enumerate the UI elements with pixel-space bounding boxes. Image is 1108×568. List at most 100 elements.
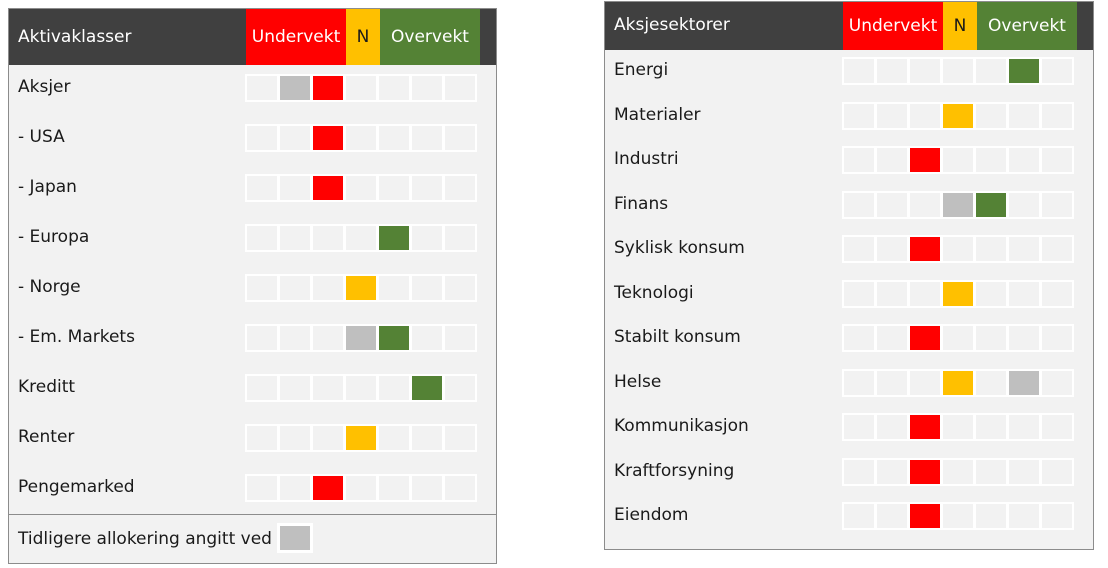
allocation-marker — [379, 226, 409, 250]
previous-allocation-marker — [280, 76, 310, 100]
scale-cell — [379, 376, 409, 400]
scale-cell — [976, 415, 1006, 439]
equity-sector-panel: Aksjesektorer Undervekt N Overvekt Energ… — [604, 1, 1094, 550]
allocation-marker — [412, 376, 442, 400]
allocation-track-aksjer — [245, 74, 477, 102]
scale-cell — [247, 426, 277, 450]
scale-cell — [877, 326, 907, 350]
scale-cell — [412, 426, 442, 450]
allocation-track-industri — [842, 146, 1074, 174]
scale-cell — [379, 426, 409, 450]
asset-class-title: Aktivaklasser — [18, 27, 132, 47]
scale-cell — [877, 192, 907, 217]
scale-cell — [844, 326, 874, 350]
row-label-industri: Industri — [614, 149, 679, 169]
scale-cell — [910, 192, 940, 217]
underweight-label: Undervekt — [848, 16, 938, 36]
overweight-header: Overvekt — [380, 9, 480, 65]
scale-cell — [844, 59, 874, 83]
scale-cell — [877, 148, 907, 172]
scale-cell — [412, 476, 442, 500]
neutral-header: N — [943, 2, 977, 50]
equity-sector-header: Aksjesektorer Undervekt N Overvekt — [605, 2, 1093, 50]
allocation-track-helse — [842, 368, 1074, 397]
scale-cell — [1009, 415, 1039, 439]
scale-cell — [844, 148, 874, 172]
scale-cell — [412, 126, 442, 150]
scale-cell — [247, 326, 277, 350]
scale-cell — [379, 126, 409, 150]
row-label-aksjer: Aksjer — [18, 77, 71, 97]
allocation-marker — [346, 276, 376, 300]
scale-cell — [445, 226, 475, 250]
row-label-norge: - Norge — [18, 277, 81, 297]
scale-cell — [910, 103, 940, 128]
scale-cell — [379, 276, 409, 300]
scale-cell — [976, 504, 1006, 528]
scale-cell — [910, 59, 940, 83]
scale-cell — [844, 370, 874, 395]
allocation-marker — [910, 326, 940, 350]
scale-cell — [280, 376, 310, 400]
scale-cell — [346, 126, 376, 150]
allocation-marker — [313, 76, 343, 100]
allocation-marker — [379, 326, 409, 350]
allocation-track-energi — [842, 57, 1074, 85]
scale-cell — [313, 326, 343, 350]
scale-cell — [445, 376, 475, 400]
allocation-track-pengemarked — [245, 474, 477, 502]
scale-cell — [943, 459, 973, 484]
row-label-europa: - Europa — [18, 227, 90, 247]
scale-cell — [976, 281, 1006, 306]
scale-cell — [445, 276, 475, 300]
allocation-track-materialer — [842, 101, 1074, 130]
scale-cell — [1009, 504, 1039, 528]
scale-cell — [844, 415, 874, 439]
allocation-marker — [910, 237, 940, 261]
scale-cell — [1042, 459, 1072, 484]
scale-cell — [280, 326, 310, 350]
scale-cell — [1009, 326, 1039, 350]
allocation-marker — [313, 126, 343, 150]
scale-cell — [247, 226, 277, 250]
scale-cell — [877, 459, 907, 484]
allocation-marker — [943, 281, 973, 306]
scale-cell — [313, 426, 343, 450]
scale-cell — [445, 326, 475, 350]
scale-cell — [910, 281, 940, 306]
scale-cell — [1009, 103, 1039, 128]
previous-allocation-marker — [1009, 370, 1039, 395]
scale-cell — [346, 376, 376, 400]
allocation-marker — [313, 176, 343, 200]
allocation-marker — [313, 476, 343, 500]
scale-cell — [877, 370, 907, 395]
footer-divider — [9, 514, 496, 515]
allocation-marker — [976, 192, 1006, 217]
scale-cell — [943, 504, 973, 528]
row-label-em-markets: - Em. Markets — [18, 327, 135, 347]
scale-cell — [346, 176, 376, 200]
allocation-track-teknologi — [842, 279, 1074, 308]
scale-cell — [1042, 59, 1072, 83]
overweight-label: Overvekt — [391, 27, 469, 47]
scale-cell — [1042, 281, 1072, 306]
scale-cell — [1042, 504, 1072, 528]
scale-cell — [280, 276, 310, 300]
allocation-track-stabilt-konsum — [842, 324, 1074, 352]
scale-cell — [280, 426, 310, 450]
row-label-kreditt: Kreditt — [18, 377, 76, 397]
scale-cell — [1009, 281, 1039, 306]
scale-cell — [280, 176, 310, 200]
scale-cell — [943, 237, 973, 261]
scale-cell — [976, 459, 1006, 484]
scale-cell — [379, 76, 409, 100]
row-label-helse: Helse — [614, 371, 662, 392]
allocation-track-kommunikasjon — [842, 413, 1074, 441]
scale-cell — [346, 76, 376, 100]
scale-cell — [844, 281, 874, 306]
scale-cell — [943, 59, 973, 83]
underweight-header: Undervekt — [246, 9, 346, 65]
row-label-teknologi: Teknologi — [614, 282, 694, 303]
row-label-finans: Finans — [614, 193, 669, 214]
allocation-track-finans — [842, 190, 1074, 219]
